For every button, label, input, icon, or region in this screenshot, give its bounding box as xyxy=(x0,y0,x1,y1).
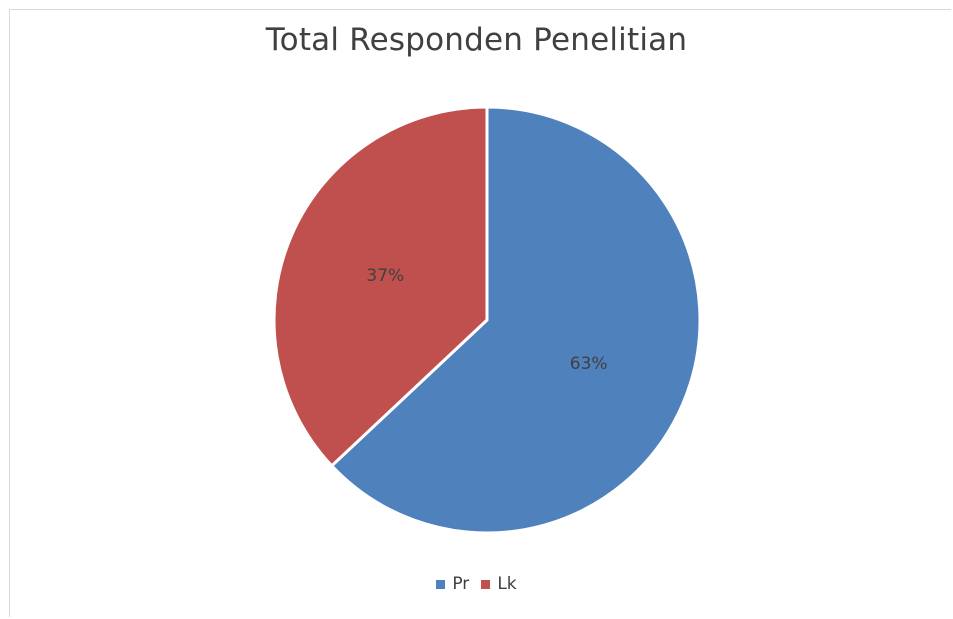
pie-slice-pr xyxy=(330,105,702,535)
legend-swatch-lk xyxy=(481,579,491,589)
data-label-lk: 37% xyxy=(366,266,404,286)
data-label-pr: 63% xyxy=(570,354,608,374)
legend-item-pr: Pr xyxy=(436,574,469,594)
legend-swatch-pr xyxy=(436,579,446,589)
pie-slice-lk xyxy=(272,105,489,468)
legend-label-lk: Lk xyxy=(497,574,517,594)
legend-item-lk: Lk xyxy=(481,574,517,594)
legend-label-pr: Pr xyxy=(452,574,470,594)
chart-title: Total Responden Penelitian xyxy=(265,22,688,58)
chart-legend: Pr Lk xyxy=(0,574,953,594)
